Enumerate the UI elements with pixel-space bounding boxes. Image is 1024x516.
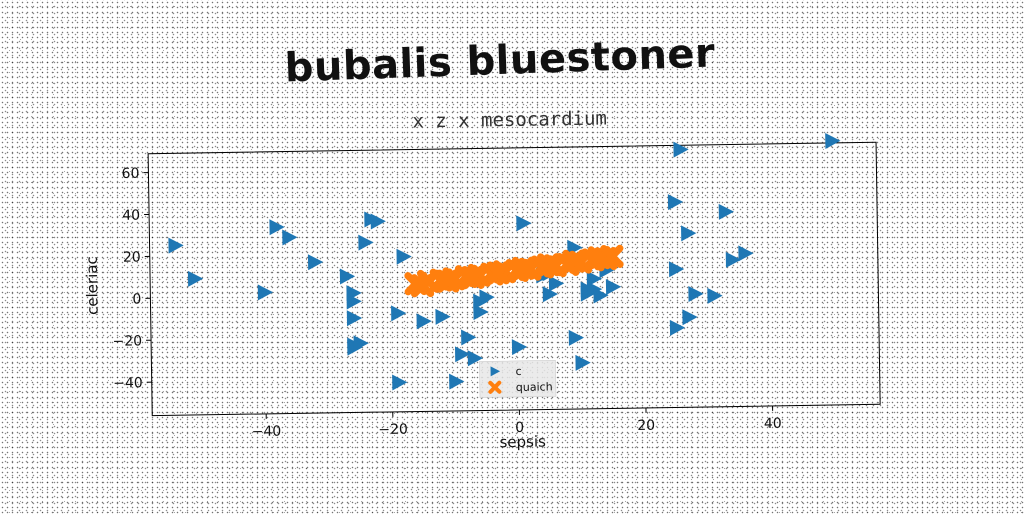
data-point bbox=[719, 204, 734, 220]
data-point bbox=[396, 248, 411, 264]
data-point bbox=[575, 355, 590, 371]
data-point bbox=[371, 213, 386, 229]
x-axis-label: sepsis bbox=[499, 432, 546, 451]
data-point bbox=[688, 286, 703, 302]
data-point bbox=[681, 225, 696, 241]
chart-title: x z x mesocardium bbox=[412, 107, 607, 132]
y-axis-label: celeriac bbox=[83, 256, 102, 315]
y-tick-label: 0 bbox=[132, 291, 141, 307]
data-point bbox=[569, 330, 584, 346]
data-point bbox=[682, 309, 697, 325]
data-point bbox=[825, 133, 840, 149]
legend-label: c bbox=[515, 365, 521, 378]
data-point bbox=[512, 339, 527, 355]
data-point bbox=[668, 194, 683, 210]
data-point bbox=[435, 309, 450, 325]
data-point bbox=[391, 305, 406, 321]
data-point bbox=[449, 373, 464, 389]
data-point bbox=[354, 335, 369, 351]
data-point bbox=[516, 215, 531, 231]
data-point bbox=[461, 329, 476, 345]
data-point bbox=[188, 271, 203, 287]
data-point bbox=[673, 141, 688, 157]
x-tick-label: −20 bbox=[378, 422, 408, 438]
x-tick-label: −40 bbox=[252, 424, 282, 440]
y-tick-label: 40 bbox=[122, 208, 140, 224]
data-point bbox=[358, 234, 373, 250]
y-tick-label: 20 bbox=[123, 250, 141, 266]
data-point bbox=[347, 310, 362, 326]
data-point bbox=[479, 289, 494, 305]
data-point bbox=[473, 304, 488, 320]
data-point bbox=[606, 279, 621, 295]
data-point bbox=[707, 288, 722, 304]
data-point bbox=[669, 261, 684, 277]
data-point bbox=[340, 268, 355, 284]
x-tick-label: 40 bbox=[764, 416, 782, 432]
x-tick-label: 20 bbox=[637, 418, 655, 434]
y-tick-label: −40 bbox=[113, 375, 143, 391]
data-point bbox=[738, 245, 753, 261]
legend: c quaich bbox=[479, 360, 556, 397]
data-point bbox=[392, 374, 407, 390]
data-point bbox=[308, 254, 323, 270]
data-point bbox=[258, 284, 273, 300]
data-point bbox=[416, 313, 431, 329]
legend-label: quaich bbox=[516, 380, 553, 394]
data-point bbox=[282, 229, 297, 245]
y-tick-label: −20 bbox=[112, 333, 142, 349]
y-tick-label: 60 bbox=[121, 166, 139, 182]
data-point bbox=[168, 237, 183, 253]
